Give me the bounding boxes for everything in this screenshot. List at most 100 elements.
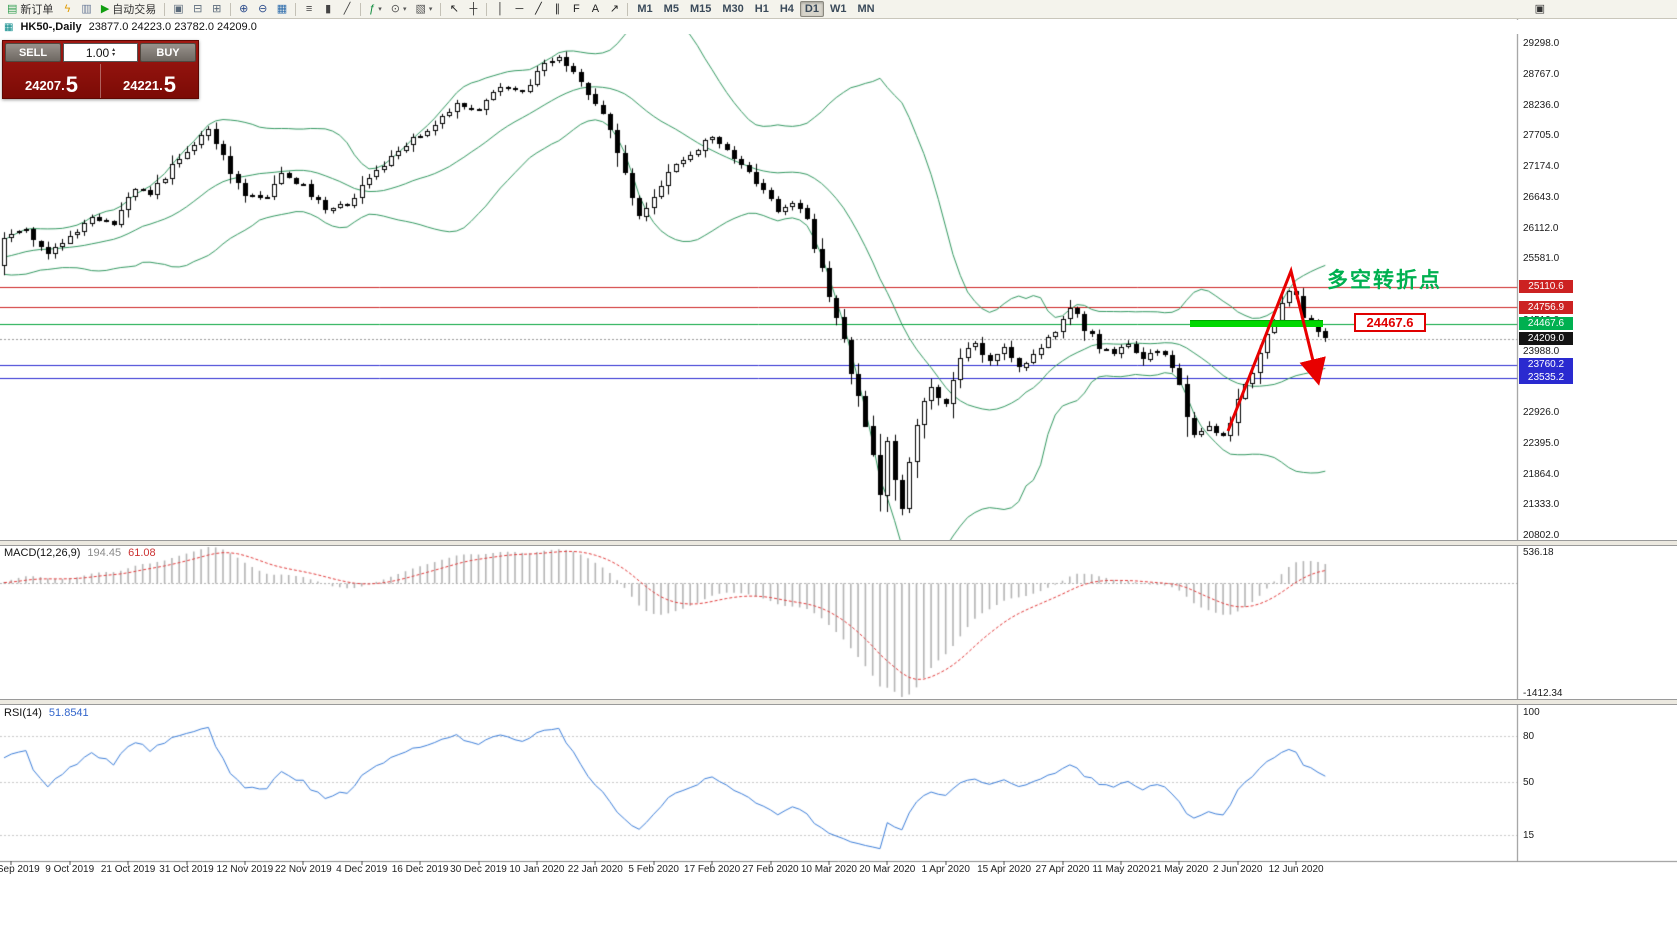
vertical-line-icon: │: [496, 2, 504, 15]
chart-ohlc-values: 23877.0 24223.0 23782.0 24209.0: [88, 21, 257, 33]
buy-price[interactable]: 24221. 5: [100, 64, 198, 98]
zoom-in-button[interactable]: ⊕: [235, 1, 253, 17]
bar-chart-button[interactable]: ≡: [300, 1, 318, 17]
lot-stepper[interactable]: ▴ ▾: [112, 46, 116, 58]
buy-price-pip: 5: [163, 72, 176, 97]
arrows-tool-icon: ↗: [609, 2, 619, 15]
toolbar-separator: [229, 2, 231, 16]
auto-trading-button-label: 自动交易: [112, 4, 157, 16]
one-click-prices: 24207. 5 24221. 5: [3, 64, 198, 98]
timeframe-m15-button-label: M15: [689, 3, 712, 15]
chart-symbol: HK50-,Daily: [20, 21, 82, 33]
profiles-button[interactable]: ▥: [77, 1, 95, 17]
vertical-line-button[interactable]: │: [491, 1, 509, 17]
trendline-button[interactable]: ╱: [529, 1, 547, 17]
horizontal-line-button[interactable]: ─: [510, 1, 528, 17]
toolbar-separator: [627, 2, 629, 16]
tile-vertical-icon: ⊞: [212, 2, 222, 15]
text-tool-icon: A: [591, 2, 600, 15]
timeframe-m15-button[interactable]: M15: [685, 1, 716, 17]
toolbar-separator: [440, 2, 442, 16]
timeframe-mn-button-label: MN: [857, 3, 875, 15]
new-order-button-label: 新订单: [20, 4, 54, 16]
new-order-icon: ▤: [7, 2, 18, 15]
indicators-button[interactable]: ƒ ▾: [365, 1, 386, 17]
candlestick-chart-icon: ▮: [325, 2, 332, 15]
horizontal-line-icon: ─: [515, 2, 524, 15]
annotation-text: 多空转折点: [1327, 269, 1442, 292]
macd-header: MACD(12,26,9) 194.45 61.08: [4, 547, 156, 559]
indicators-icon: ƒ: [369, 2, 376, 15]
highlight-bar[interactable]: [1190, 319, 1323, 327]
auto-trading-button[interactable]: ▶ 自动交易: [97, 1, 160, 17]
sell-price[interactable]: 24207. 5: [3, 64, 100, 98]
timeframe-h1-button-label: H1: [754, 3, 769, 15]
bar-chart-icon: ≡: [305, 2, 313, 15]
timeframe-m1-button-label: M1: [637, 3, 653, 15]
timeframe-m5-button[interactable]: M5: [659, 1, 684, 17]
buy-button[interactable]: BUY: [140, 43, 196, 62]
templates-button[interactable]: ▧ ▾: [411, 1, 436, 17]
panel-separator-macd[interactable]: [0, 540, 1677, 546]
timeframe-m30-button[interactable]: M30: [717, 1, 748, 17]
channel-button[interactable]: ∥: [548, 1, 566, 17]
toolbar-separator: [295, 2, 297, 16]
rsi-label: RSI(14): [4, 707, 42, 719]
macd-value-main: 194.45: [87, 547, 122, 559]
templates-button-caret: ▾: [428, 6, 433, 13]
panel-separator-rsi[interactable]: [0, 699, 1677, 705]
sell-button[interactable]: SELL: [5, 43, 61, 62]
tile-vertical-button[interactable]: ⊞: [208, 1, 226, 17]
macd-value-signal: 61.08: [128, 547, 156, 559]
rsi-value: 51.8541: [48, 707, 89, 719]
buy-price-main: 24221.: [122, 78, 163, 93]
timeframe-w1-button[interactable]: W1: [825, 1, 852, 17]
zoom-out-icon: ⊖: [258, 2, 268, 15]
cursor-button[interactable]: ↖: [445, 1, 463, 17]
line-chart-button[interactable]: ╱: [338, 1, 356, 17]
restore-window-icon: ▣: [1534, 2, 1545, 15]
candlestick-chart-button[interactable]: ▮: [319, 1, 337, 17]
timeframe-h4-button-label: H4: [779, 3, 794, 15]
timeframe-h4-button[interactable]: H4: [775, 1, 799, 17]
lot-decrease-icon[interactable]: ▾: [112, 51, 116, 58]
tile-horizontal-button[interactable]: ⊟: [189, 1, 207, 17]
periods-icon: ⊙: [390, 2, 400, 15]
rsi-header: RSI(14) 51.8541: [4, 707, 89, 719]
crosshair-button[interactable]: ┼: [464, 1, 482, 17]
timeframe-w1-button-label: W1: [829, 3, 847, 15]
chart-title-bar: ▦ HK50-,Daily 23877.0 24223.0 23782.0 24…: [0, 20, 1677, 34]
new-order-button[interactable]: ▤ 新订单: [3, 1, 57, 17]
timeframe-d1-button-label: D1: [804, 3, 819, 15]
templates-icon: ▧: [415, 2, 426, 15]
channel-icon: ∥: [554, 2, 561, 15]
cascade-windows-button[interactable]: ▣: [169, 1, 187, 17]
crosshair-icon: ┼: [469, 2, 478, 15]
macd-axis-min: -1412.34: [1523, 688, 1563, 699]
sell-price-main: 24207.: [24, 78, 65, 93]
lot-size-input[interactable]: 1.00 ▴ ▾: [63, 43, 138, 62]
chart-icon: ▦: [4, 21, 14, 33]
text-tool-button[interactable]: A: [586, 1, 604, 17]
periods-button-caret: ▾: [402, 6, 407, 13]
toolbar-separator: [164, 2, 166, 16]
lot-increase-icon[interactable]: ▴: [112, 46, 116, 53]
timeframe-d1-button[interactable]: D1: [799, 1, 824, 17]
indicators-button-caret: ▾: [378, 6, 382, 13]
zoom-out-button[interactable]: ⊖: [254, 1, 272, 17]
periods-button[interactable]: ⊙ ▾: [387, 1, 411, 17]
arrows-tool-button[interactable]: ↗: [605, 1, 623, 17]
grid-toggle-button[interactable]: ▦: [273, 1, 291, 17]
macd-axis-max: 536.18: [1523, 547, 1554, 558]
profiles-icon: ▥: [81, 2, 92, 15]
restore-window-button[interactable]: ▣: [1531, 1, 1549, 17]
fibonacci-button[interactable]: F: [567, 1, 585, 17]
timeframe-mn-button[interactable]: MN: [852, 1, 879, 17]
timeframe-h1-button[interactable]: H1: [750, 1, 774, 17]
lightning-icon: ϟ: [64, 2, 71, 15]
tile-horizontal-icon: ⊟: [193, 2, 203, 15]
lightning-button[interactable]: ϟ: [58, 1, 76, 17]
timeframe-m1-button[interactable]: M1: [632, 1, 657, 17]
